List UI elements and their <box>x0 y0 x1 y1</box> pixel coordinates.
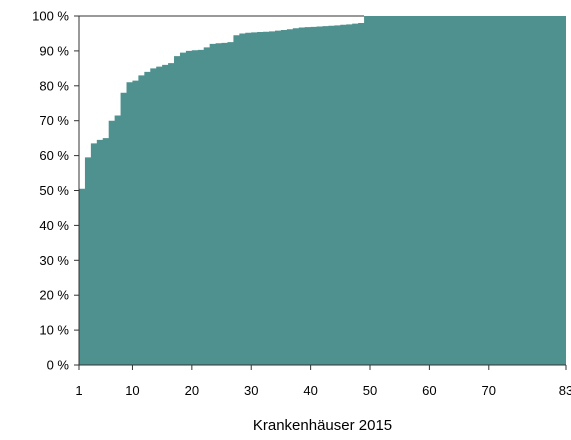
x-tick-label: 60 <box>422 383 436 398</box>
y-tick-label: 100 % <box>32 9 69 24</box>
y-tick-label: 20 % <box>39 288 69 303</box>
y-tick-label: 70 % <box>39 113 69 128</box>
x-tick-label: 40 <box>303 383 317 398</box>
x-tick-label: 1 <box>75 383 82 398</box>
y-tick-label: 30 % <box>39 253 69 268</box>
y-axis-ticks: 0 % 10 % 20 % 30 % 40 % 50 % 60 % 70 % 80 % 90 % 1… <box>32 9 79 373</box>
x-axis-title: Krankenhäuser 2015 <box>253 417 392 434</box>
x-tick-label: 10 <box>125 383 139 398</box>
y-tick-label: 0 % <box>47 358 70 373</box>
y-tick-label: 60 % <box>39 148 69 163</box>
x-axis-ticks: 1 10 20 30 40 50 60 70 83 <box>75 365 571 398</box>
y-tick-label: 50 % <box>39 183 69 198</box>
x-tick-label: 70 <box>482 383 496 398</box>
cumulative-area-series <box>79 16 566 365</box>
x-tick-label: 20 <box>185 383 199 398</box>
y-tick-label: 10 % <box>39 323 69 338</box>
y-tick-label: 90 % <box>39 43 69 58</box>
y-tick-label: 40 % <box>39 218 69 233</box>
x-tick-label: 50 <box>363 383 377 398</box>
x-tick-label: 30 <box>244 383 258 398</box>
x-tick-label: 83 <box>559 383 571 398</box>
y-tick-label: 80 % <box>39 78 69 93</box>
